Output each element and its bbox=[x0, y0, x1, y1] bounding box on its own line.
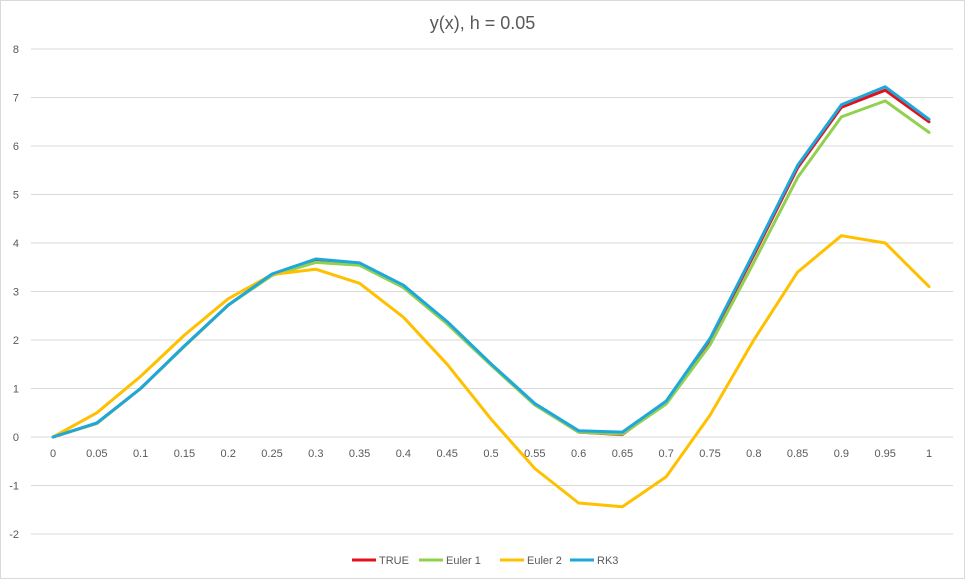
y-tick-label: -1 bbox=[9, 481, 19, 493]
data-point-rk3 bbox=[840, 103, 843, 106]
y-tick-label: 2 bbox=[13, 335, 19, 347]
data-point-euler-1 bbox=[840, 115, 843, 119]
data-point-euler-2 bbox=[227, 297, 230, 300]
x-tick-label: 0.25 bbox=[261, 448, 282, 460]
x-tick-label: 0.55 bbox=[524, 448, 545, 460]
data-point-euler-2 bbox=[358, 282, 361, 285]
data-point-rk3 bbox=[139, 387, 142, 390]
y-tick-label: 3 bbox=[13, 287, 19, 299]
x-tick-label: 1 bbox=[926, 448, 932, 460]
data-point-euler-2 bbox=[533, 467, 536, 470]
x-tick-label: 0.7 bbox=[659, 448, 674, 460]
data-point-euler-1 bbox=[796, 176, 799, 179]
data-point-euler-1 bbox=[314, 261, 317, 264]
y-tick-label: 4 bbox=[13, 238, 19, 250]
data-point-true bbox=[884, 89, 887, 92]
x-tick-label: 0.45 bbox=[436, 448, 457, 460]
data-point-euler-1 bbox=[665, 402, 668, 406]
data-point-rk3 bbox=[270, 272, 274, 276]
data-point-euler-2 bbox=[840, 234, 843, 237]
data-point-euler-2 bbox=[708, 413, 712, 417]
data-point-rk3 bbox=[533, 402, 536, 405]
y-tick-label: 0 bbox=[13, 432, 19, 444]
data-point-euler-2 bbox=[446, 363, 449, 366]
data-point-euler-2 bbox=[183, 333, 186, 337]
series-line-rk3 bbox=[51, 85, 931, 439]
x-tick-label: 0.3 bbox=[308, 448, 323, 460]
x-tick-label: 0.9 bbox=[834, 448, 849, 460]
series-line-true bbox=[51, 88, 931, 439]
x-tick-label: 0.4 bbox=[396, 448, 411, 460]
data-point-rk3 bbox=[708, 337, 712, 340]
data-point-rk3 bbox=[402, 283, 405, 287]
x-tick-label: 0.65 bbox=[612, 448, 633, 460]
x-tick-label: 0.15 bbox=[174, 448, 195, 460]
data-point-euler-2 bbox=[752, 338, 755, 342]
data-point-euler-2 bbox=[665, 475, 668, 478]
legend-label-euler-1: Euler 1 bbox=[446, 555, 481, 567]
data-point-euler-1 bbox=[927, 131, 931, 134]
y-tick-label: -2 bbox=[9, 529, 19, 541]
y-tick-label: 6 bbox=[13, 141, 19, 153]
data-point-euler-1 bbox=[884, 99, 887, 103]
data-point-euler-2 bbox=[489, 417, 493, 421]
data-point-euler-2 bbox=[314, 267, 317, 271]
data-point-rk3 bbox=[577, 429, 580, 432]
x-tick-label: 0.05 bbox=[86, 448, 107, 460]
data-point-euler-2 bbox=[927, 285, 931, 288]
data-point-euler-2 bbox=[796, 270, 799, 274]
x-tick-label: 0.75 bbox=[699, 448, 720, 460]
data-point-euler-2 bbox=[621, 505, 624, 509]
x-tick-label: 0.95 bbox=[874, 448, 895, 460]
data-point-euler-2 bbox=[95, 411, 99, 414]
chart-title: y(x), h = 0.05 bbox=[429, 13, 536, 33]
x-tick-label: 0.35 bbox=[349, 448, 370, 460]
x-tick-label: 0.2 bbox=[221, 448, 236, 460]
data-point-euler-2 bbox=[577, 501, 580, 505]
series-line-euler-1 bbox=[51, 99, 931, 439]
x-tick-label: 0.1 bbox=[133, 448, 148, 460]
data-point-rk3 bbox=[314, 257, 317, 261]
data-point-rk3 bbox=[183, 344, 186, 348]
data-point-euler-1 bbox=[708, 343, 712, 347]
x-tick-label: 0.5 bbox=[483, 448, 498, 460]
data-point-rk3 bbox=[796, 164, 799, 167]
x-tick-label: 0.85 bbox=[787, 448, 808, 460]
data-point-rk3 bbox=[665, 399, 668, 403]
data-point-rk3 bbox=[358, 261, 361, 265]
y-tick-label: 8 bbox=[13, 44, 19, 56]
data-point-euler-2 bbox=[402, 316, 405, 319]
data-point-euler-2 bbox=[884, 241, 887, 245]
data-point-rk3 bbox=[95, 421, 99, 425]
data-point-rk3 bbox=[884, 85, 887, 89]
series-line-euler-2 bbox=[51, 234, 931, 509]
legend-label-rk3: RK3 bbox=[597, 555, 618, 567]
y-tick-label: 5 bbox=[13, 190, 19, 202]
data-point-rk3 bbox=[927, 118, 931, 121]
data-point-rk3 bbox=[51, 435, 55, 439]
data-point-euler-1 bbox=[752, 261, 755, 264]
y-tick-label: 1 bbox=[13, 384, 19, 396]
data-point-rk3 bbox=[489, 362, 493, 365]
y-tick-label: 7 bbox=[13, 93, 19, 105]
x-tick-label: 0 bbox=[50, 448, 56, 460]
x-tick-label: 0.8 bbox=[746, 448, 761, 460]
data-point-rk3 bbox=[227, 303, 230, 307]
data-point-rk3 bbox=[446, 320, 449, 323]
legend-label-euler-2: Euler 2 bbox=[527, 555, 562, 567]
data-point-euler-2 bbox=[139, 375, 142, 378]
data-point-true bbox=[927, 120, 931, 123]
data-point-rk3 bbox=[752, 251, 755, 254]
legend-label-true: TRUE bbox=[379, 555, 409, 567]
x-tick-label: 0.6 bbox=[571, 448, 586, 460]
data-point-rk3 bbox=[621, 430, 624, 434]
